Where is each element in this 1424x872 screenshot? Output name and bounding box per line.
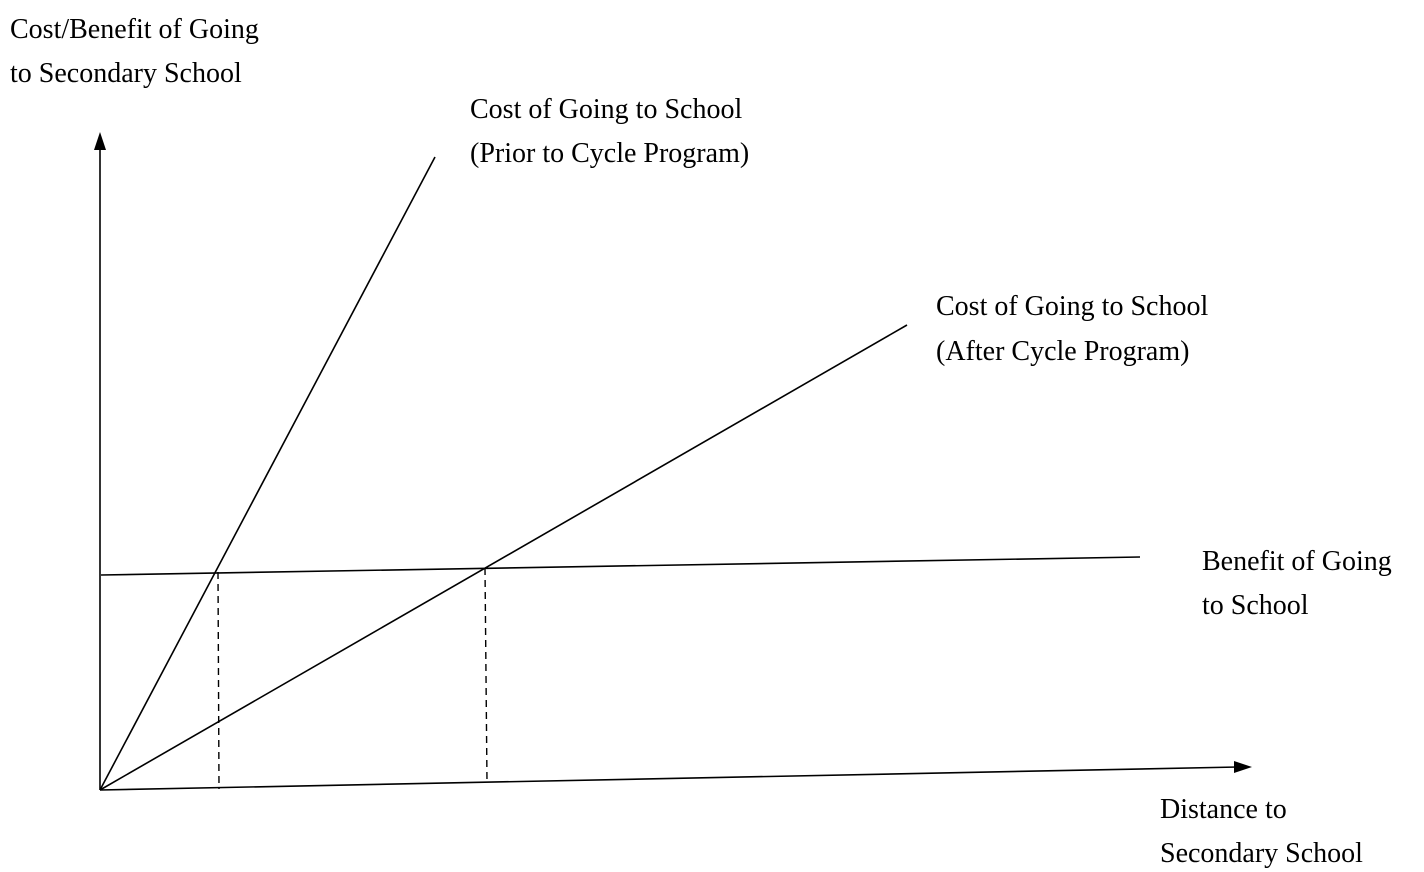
x-axis-label: Secondary School — [1160, 838, 1363, 869]
x-axis-arrow — [1234, 761, 1252, 773]
cost-prior-line — [99, 156, 436, 791]
benefit-line — [100, 556, 1141, 576]
y-axis-label: to Secondary School — [10, 58, 242, 89]
intersection-drop — [484, 567, 488, 783]
intersection-drop — [217, 571, 220, 790]
cost-after-line — [99, 324, 908, 791]
curve-label: to School — [1202, 590, 1309, 621]
curve-label: Cost of Going to School — [936, 291, 1208, 322]
curve-label: (After Cycle Program) — [936, 336, 1189, 367]
y-axis-arrow — [94, 132, 106, 150]
curve-label: Cost of Going to School — [470, 94, 742, 125]
x-axis — [99, 766, 1239, 791]
x-axis-label: Distance to — [1160, 794, 1287, 825]
curve-label: Benefit of Going — [1202, 546, 1392, 577]
y-axis-label: Cost/Benefit of Going — [10, 14, 259, 45]
curve-label: (Prior to Cycle Program) — [470, 138, 749, 169]
